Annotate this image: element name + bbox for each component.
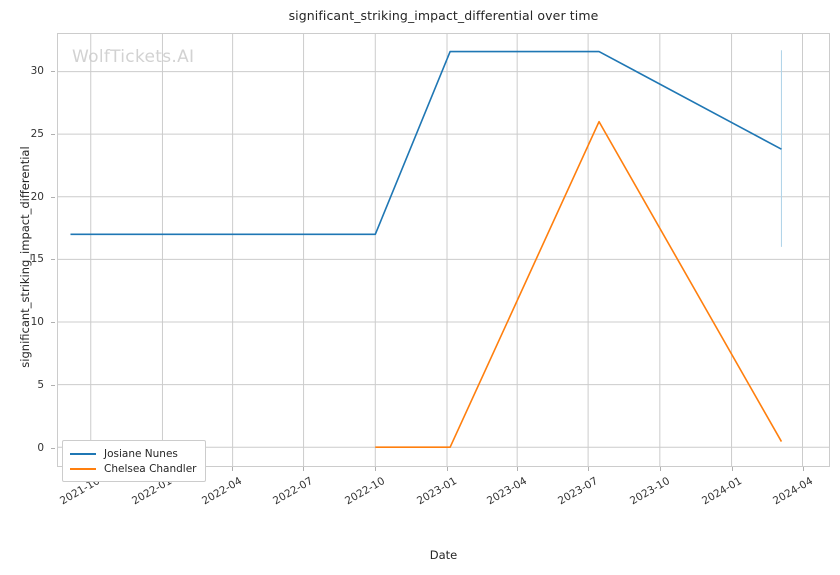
watermark-text: WolfTickets.AI <box>72 47 195 67</box>
series-line-0 <box>70 52 781 235</box>
watermark-layer: WolfTickets.AI <box>58 34 829 466</box>
y-tick-mark <box>51 70 55 72</box>
grid-svg <box>58 34 829 466</box>
y-tick-label: 20 <box>30 190 44 203</box>
x-tick-mark <box>660 467 662 471</box>
x-tick-mark <box>447 467 449 471</box>
series-line-1 <box>375 122 781 448</box>
x-tick-mark <box>803 467 805 471</box>
x-tick-label: 2023-01 <box>415 475 460 508</box>
y-tick-label: 5 <box>37 379 44 392</box>
y-axis-ticks: 0 5 10 15 20 25 30 <box>0 33 55 467</box>
chart-title: significant_striking_impact_differential… <box>288 8 599 23</box>
x-tick-label: 2022-07 <box>271 475 316 508</box>
y-tick-mark <box>51 385 55 387</box>
series-svg <box>58 34 829 466</box>
legend-swatch-icon <box>70 467 96 470</box>
plot-area: WolfTickets.AI <box>57 33 830 467</box>
x-tick-label: 2023-07 <box>556 475 601 508</box>
series-layer <box>58 34 829 466</box>
y-tick-label: 10 <box>30 316 44 329</box>
x-tick-mark <box>303 467 305 471</box>
x-tick-mark <box>375 467 377 471</box>
y-tick-mark <box>51 259 55 261</box>
y-tick-label: 30 <box>30 64 44 77</box>
legend-label: Chelsea Chandler <box>104 462 197 475</box>
grid-layer <box>58 34 829 466</box>
legend-item-1[interactable]: Chelsea Chandler <box>70 461 197 476</box>
legend-swatch-icon <box>70 452 96 455</box>
y-axis-label: significant_striking_impact_differential <box>18 146 32 368</box>
x-tick-label: 2023-10 <box>628 475 673 508</box>
legend-label: Josiane Nunes <box>104 447 178 460</box>
x-tick-label: 2024-01 <box>700 475 745 508</box>
x-tick-mark <box>732 467 734 471</box>
y-tick-mark <box>51 448 55 450</box>
x-tick-label: 2023-04 <box>485 475 530 508</box>
y-tick-mark <box>51 133 55 135</box>
x-axis-label: Date <box>429 548 458 562</box>
x-tick-mark <box>588 467 590 471</box>
legend-item-0[interactable]: Josiane Nunes <box>70 446 197 461</box>
chart-legend[interactable]: Josiane Nunes Chelsea Chandler <box>62 440 206 482</box>
x-tick-label: 2022-10 <box>343 475 388 508</box>
y-tick-mark <box>51 196 55 198</box>
y-tick-mark <box>51 322 55 324</box>
x-tick-mark <box>517 467 519 471</box>
x-tick-label: 2024-04 <box>771 475 816 508</box>
y-tick-label: 25 <box>30 127 44 140</box>
y-tick-label: 15 <box>30 253 44 266</box>
y-tick-label: 0 <box>37 442 44 455</box>
x-tick-mark <box>232 467 234 471</box>
x-tick-label: 2022-04 <box>200 475 245 508</box>
